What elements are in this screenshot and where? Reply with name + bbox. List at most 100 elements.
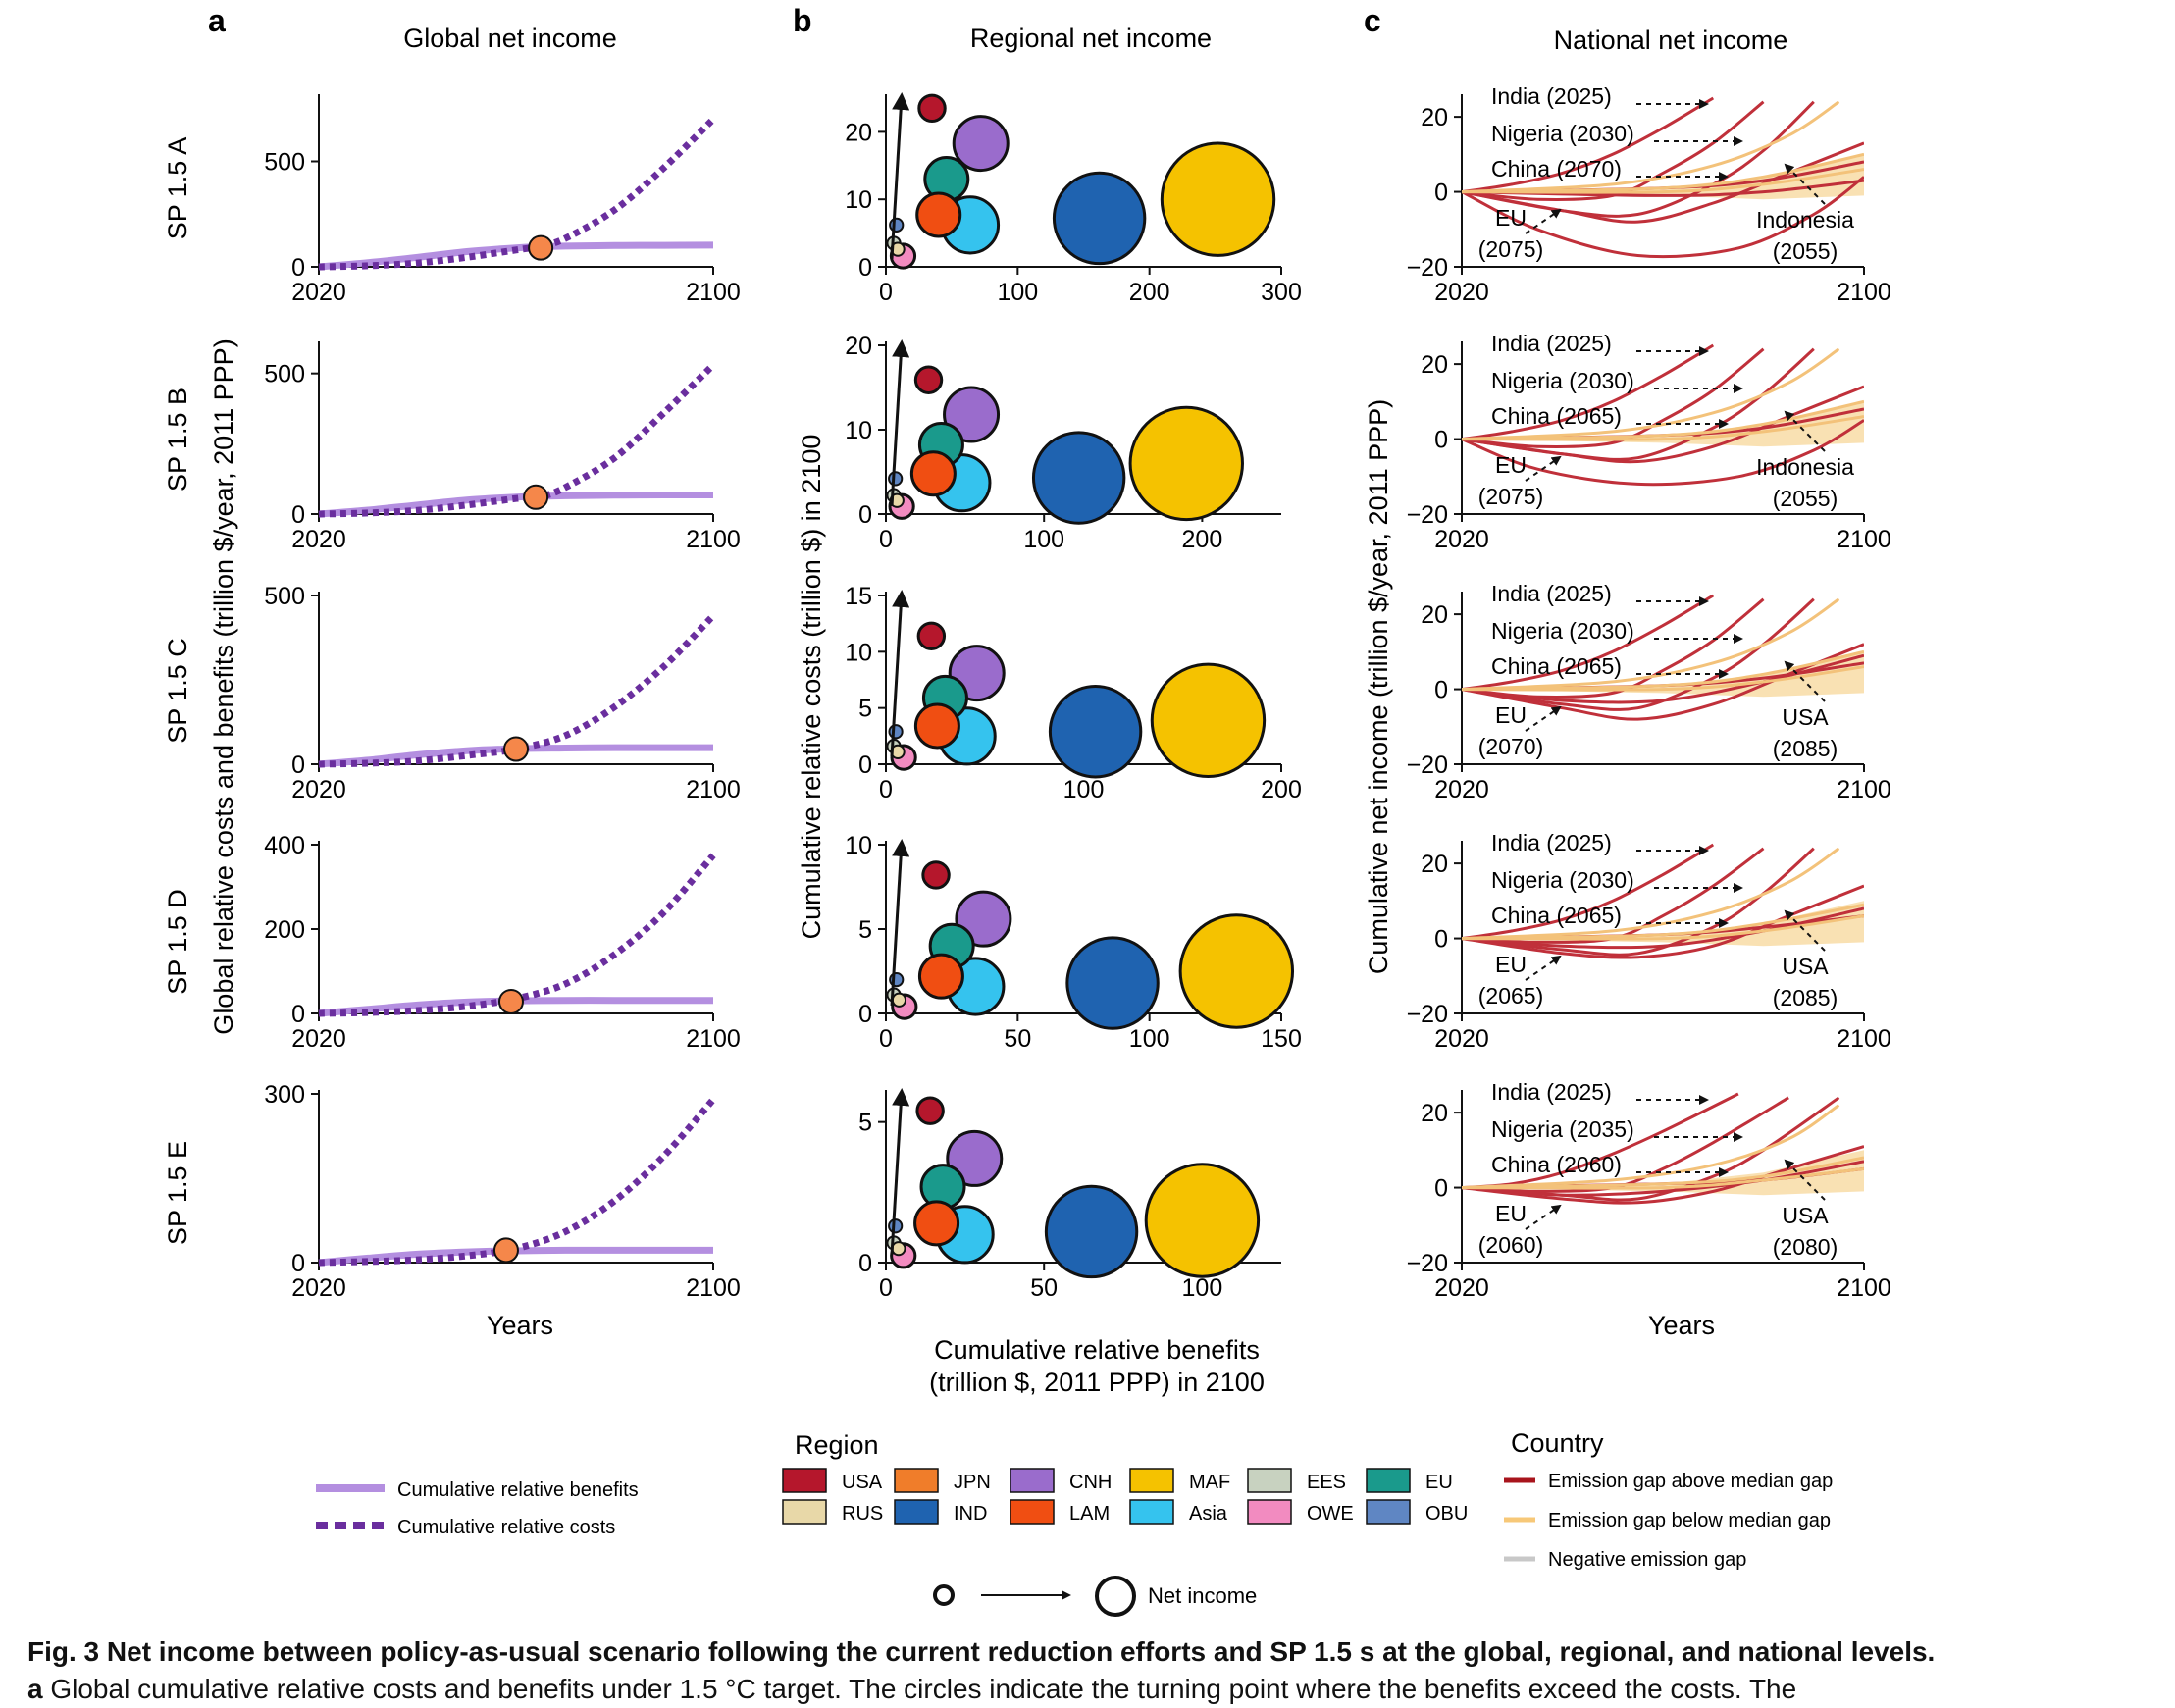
x-tick-label: 2100 <box>1837 1274 1891 1302</box>
y-tick-label: 0 <box>858 1250 872 1277</box>
x-tick-label: 100 <box>997 279 1038 306</box>
a-y-axis-label: Global relative costs and benefits (tril… <box>209 338 238 1034</box>
turning-point-marker <box>497 988 524 1014</box>
legend-region-swatch-asia <box>1129 1499 1174 1525</box>
country-annotation: Nigeria (2030) <box>1491 867 1634 893</box>
x-tick-label: 2020 <box>291 526 346 553</box>
y-tick-label: 0 <box>1434 1175 1448 1203</box>
country-line <box>1462 399 1864 441</box>
country-annotation: Indonesia <box>1756 207 1854 233</box>
x-tick-label: 50 <box>1030 1274 1058 1302</box>
y-tick-label: 10 <box>845 832 872 859</box>
turning-point-marker <box>503 736 529 762</box>
country-annotation: Nigeria (2035) <box>1491 1116 1634 1142</box>
country-line <box>1462 847 1765 944</box>
growth-arrow <box>890 839 910 1007</box>
y-tick-label: 0 <box>291 1001 305 1028</box>
x-tick-label: 2020 <box>1434 1274 1489 1302</box>
chart-a-row-1: 0 500 2020 2100 <box>264 94 741 306</box>
legend-global: Cumulative relative benefits Cumulative … <box>316 1479 639 1538</box>
row-label-a: SP 1.5 A <box>163 137 192 240</box>
x-tick-label: 2020 <box>1434 1025 1489 1053</box>
country-line <box>1462 419 1864 487</box>
y-tick-label: 0 <box>858 751 872 779</box>
x-tick-label: 2020 <box>1434 776 1489 803</box>
legend-above-median-label: Emission gap above median gap <box>1548 1471 1833 1492</box>
x-tick-label: 2020 <box>1434 279 1489 306</box>
costs-line <box>318 116 716 271</box>
x-tick-label: 2100 <box>1837 1025 1891 1053</box>
c-y-axis-label: Cumulative net income (trillion $/year, … <box>1364 399 1393 974</box>
country-annotation: India (2025) <box>1491 830 1612 855</box>
country-annotation: (2065) <box>1478 983 1543 1009</box>
x-tick-label: 2100 <box>686 1025 741 1053</box>
b-x-axis-label-line2: (trillion $, 2011 PPP) in 2100 <box>929 1368 1265 1397</box>
country-annotation: Indonesia <box>1756 454 1854 480</box>
chart-b-row-3: 0 5 10 15 0 100 200 <box>845 583 1302 803</box>
bubble-usa <box>915 1096 945 1125</box>
country-line <box>1462 649 1864 692</box>
row-label-e: SP 1.5 E <box>163 1141 192 1245</box>
caption-title: Fig. 3 Net income between policy-as-usua… <box>27 1636 1936 1667</box>
bubble-lam <box>915 191 962 238</box>
x-tick-label: 0 <box>879 279 893 306</box>
y-tick-label: 5 <box>858 696 872 723</box>
legend-region-title: Region <box>795 1430 879 1460</box>
annotation-arrow <box>1525 1204 1562 1230</box>
legend-region: Region USA JPN CNH MAF EES EU RUS IND LAM Asia OWE… <box>782 1430 1468 1525</box>
x-tick-label: 200 <box>1182 526 1223 553</box>
country-annotation: (2070) <box>1478 734 1543 759</box>
y-tick-label: 0 <box>1434 427 1448 454</box>
bubble-lam <box>909 450 957 497</box>
y-tick-label: 0 <box>1434 677 1448 704</box>
y-tick-label: −20 <box>1407 501 1448 529</box>
annotation-arrow <box>1525 455 1562 482</box>
costs-line <box>318 362 716 518</box>
x-tick-label: 200 <box>1261 776 1302 803</box>
country-annotation: EU <box>1495 1201 1527 1226</box>
legend-region-label-ees: EES <box>1307 1472 1346 1493</box>
legend-negative-label: Negative emission gap <box>1548 1549 1746 1571</box>
row-label-b: SP 1.5 B <box>163 388 192 492</box>
legend-region-swatch-rus <box>782 1499 827 1525</box>
y-tick-label: 0 <box>858 254 872 282</box>
bubble-obu <box>888 471 904 487</box>
country-annotation: China (2060) <box>1491 1152 1622 1177</box>
y-tick-label: 0 <box>858 1001 872 1028</box>
caption-body-letter: a <box>27 1674 43 1704</box>
costs-line <box>318 1097 716 1267</box>
y-tick-label: 500 <box>264 149 305 177</box>
legend-region-label-eu: EU <box>1425 1472 1453 1493</box>
bubble-obu <box>888 1218 904 1234</box>
growth-arrow <box>890 92 910 260</box>
y-tick-label: −20 <box>1407 1001 1448 1028</box>
country-line <box>1462 847 1840 941</box>
bubble-cnh <box>946 1129 1004 1187</box>
legend-region-label-cnh: CNH <box>1069 1472 1112 1493</box>
country-line <box>1462 1156 1864 1190</box>
legend-region-swatch-ind <box>894 1499 939 1525</box>
bubble-ind <box>1031 431 1126 525</box>
y-tick-label: 20 <box>1421 851 1448 878</box>
growth-arrow <box>890 1088 910 1256</box>
legend-region-label-usa: USA <box>842 1472 883 1493</box>
legend-below-median-label: Emission gap below median gap <box>1548 1510 1831 1531</box>
country-annotation: (2075) <box>1478 236 1543 262</box>
median-band <box>1462 154 1864 200</box>
bubble-ind <box>1048 685 1143 779</box>
country-annotation: India (2025) <box>1491 1079 1612 1105</box>
x-tick-label: 100 <box>1182 1274 1223 1302</box>
country-line <box>1462 343 1715 441</box>
median-band <box>1462 1150 1864 1196</box>
country-line <box>1462 884 1864 959</box>
country-annotation: (2055) <box>1773 238 1838 264</box>
row-label-d: SP 1.5 D <box>163 889 192 995</box>
legend-region-swatch-jpn <box>894 1468 939 1493</box>
country-line <box>1462 1160 1864 1197</box>
panel-title-national: National net income <box>1554 26 1788 55</box>
y-tick-label: 300 <box>264 1081 305 1109</box>
